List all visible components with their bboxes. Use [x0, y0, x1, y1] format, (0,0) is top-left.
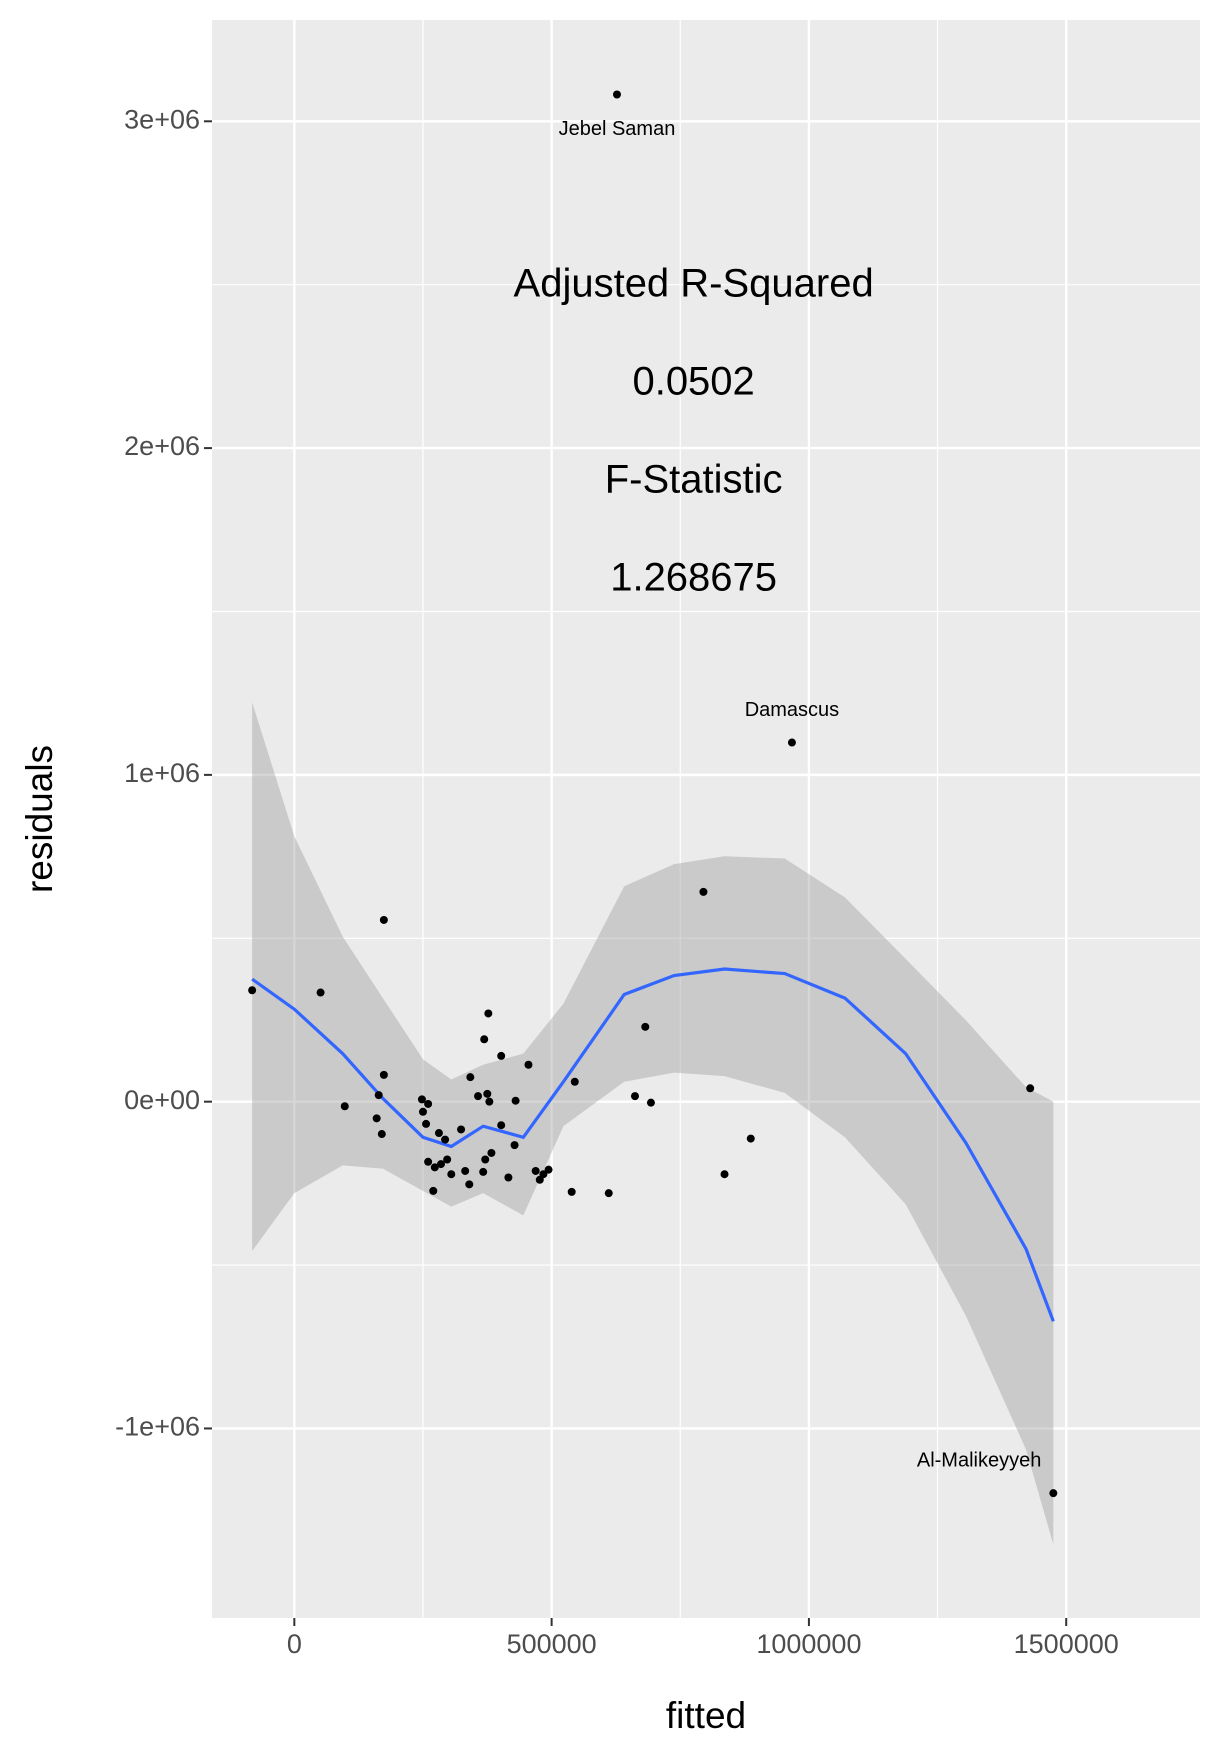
point-label: Damascus	[745, 699, 839, 721]
point	[422, 1119, 431, 1128]
point	[746, 1134, 755, 1143]
confidence-band	[252, 702, 1054, 1545]
point	[461, 1166, 470, 1175]
point	[504, 1173, 513, 1182]
point	[1026, 1084, 1035, 1093]
y-tick-label: 2e+06	[124, 431, 200, 461]
point	[474, 1092, 483, 1101]
point	[479, 1167, 488, 1176]
stat-annotation: Adjusted R-Squared	[514, 262, 874, 306]
point	[524, 1060, 533, 1069]
point	[379, 915, 388, 924]
y-axis-title: residuals	[19, 745, 60, 893]
panel	[212, 20, 1200, 1618]
point	[424, 1157, 433, 1166]
point	[630, 1092, 639, 1101]
point-label: Al-Malikeyyeh	[917, 1449, 1041, 1471]
point	[447, 1170, 456, 1179]
point	[720, 1170, 729, 1179]
point	[374, 1091, 383, 1100]
point	[429, 1186, 438, 1195]
y-tick-label: -1e+06	[115, 1412, 200, 1442]
y-tick-label: 1e+06	[124, 758, 200, 788]
point	[646, 1098, 655, 1107]
x-tick-label: 1500000	[1014, 1629, 1119, 1659]
point	[487, 1148, 496, 1157]
point	[443, 1155, 452, 1164]
point	[510, 1141, 519, 1150]
point	[570, 1077, 579, 1086]
point	[436, 1160, 445, 1169]
y-tick-label: 3e+06	[124, 104, 200, 134]
point	[699, 887, 708, 896]
point	[248, 986, 257, 995]
x-tick-label: 500000	[507, 1629, 597, 1659]
point	[372, 1114, 381, 1123]
point	[539, 1170, 548, 1179]
point	[441, 1135, 450, 1144]
point	[377, 1130, 386, 1139]
point	[465, 1180, 474, 1189]
x-axis-title: fitted	[666, 1695, 746, 1736]
point	[612, 90, 621, 99]
point	[417, 1095, 426, 1104]
point	[481, 1155, 490, 1164]
point	[511, 1096, 520, 1105]
y-tick-label: 0e+00	[124, 1085, 200, 1115]
point	[457, 1125, 466, 1134]
point	[531, 1166, 540, 1175]
point	[340, 1102, 349, 1111]
point	[544, 1165, 553, 1174]
smooth-line	[251, 967, 1055, 1322]
point	[483, 1089, 492, 1098]
point	[641, 1022, 650, 1031]
point	[418, 1107, 427, 1116]
point	[497, 1121, 506, 1130]
stat-annotation: 1.268675	[610, 556, 777, 600]
point	[484, 1009, 493, 1018]
point-label: Jebel Saman	[559, 118, 676, 140]
stat-annotation: F-Statistic	[605, 458, 783, 502]
point	[567, 1187, 576, 1196]
x-tick-label: 0	[287, 1629, 302, 1659]
point	[480, 1035, 489, 1044]
point	[485, 1097, 494, 1106]
point	[316, 988, 325, 997]
x-tick-label: 1000000	[756, 1629, 861, 1659]
stat-annotation: 0.0502	[632, 360, 754, 404]
point	[1049, 1489, 1058, 1498]
point	[497, 1051, 506, 1060]
point	[379, 1070, 388, 1079]
point	[434, 1129, 443, 1138]
point	[430, 1163, 439, 1172]
point	[787, 738, 796, 747]
point	[466, 1073, 475, 1082]
point	[424, 1099, 433, 1108]
point	[604, 1189, 613, 1198]
